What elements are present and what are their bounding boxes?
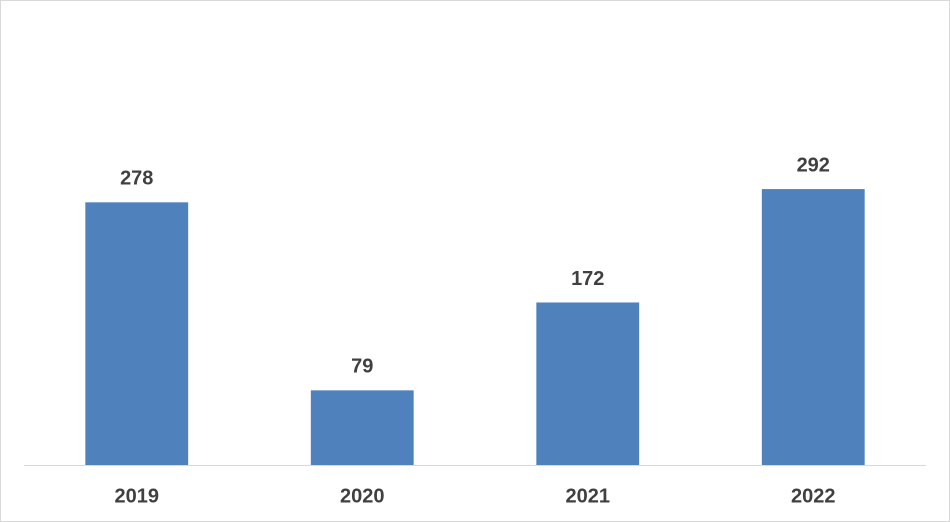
bar: [761, 189, 865, 466]
x-tick-label: 2021: [566, 485, 611, 507]
x-tick-label: 2019: [115, 485, 160, 507]
data-label: 172: [571, 268, 604, 290]
x-tick-label: 2022: [791, 485, 836, 507]
data-label: 79: [351, 356, 373, 378]
bar: [310, 390, 414, 465]
data-label: 292: [797, 154, 830, 176]
bar: [536, 302, 640, 465]
data-label: 278: [120, 168, 153, 190]
x-tick-label: 2020: [340, 485, 385, 507]
bar: [85, 202, 189, 466]
